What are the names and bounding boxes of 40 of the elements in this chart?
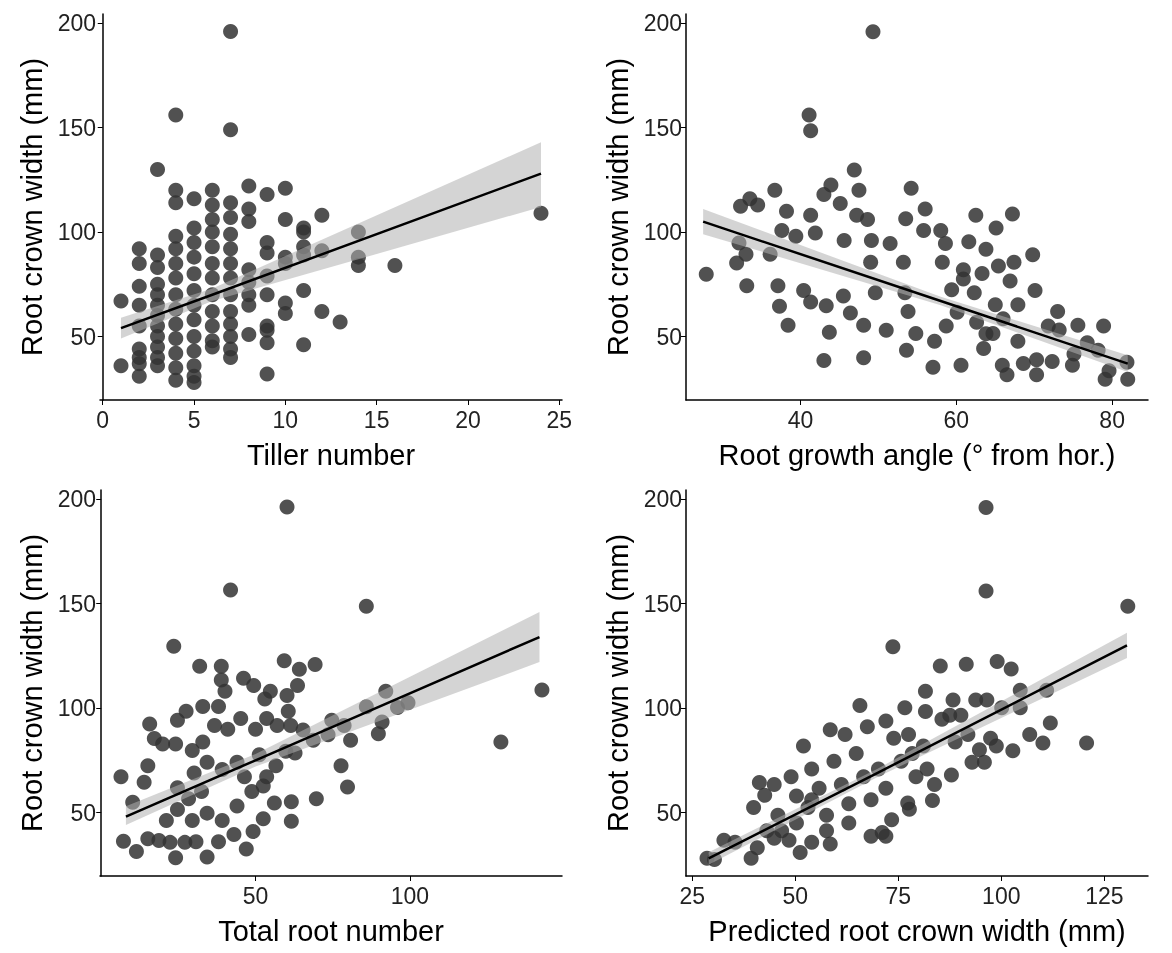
x-tick-label: 100 <box>982 882 1021 909</box>
y-axis-title: Root crown width (mm) <box>602 57 635 357</box>
x-tick-label: 75 <box>885 882 912 909</box>
y-axis-title: Root crown width (mm) <box>602 533 635 833</box>
y-tick-label: 200 <box>57 486 96 513</box>
x-axis-title: Root growth angle (° from hor.) <box>718 438 1116 471</box>
y-tick-label: 100 <box>643 695 682 722</box>
x-axis-title: Total root number <box>218 914 445 947</box>
y-tick-label: 100 <box>643 219 682 246</box>
x-axis-title: Predicted root crown width (mm) <box>708 914 1126 947</box>
x-tick-label: 50 <box>782 882 809 909</box>
y-tick-label: 200 <box>643 486 682 513</box>
y-tick-label: 100 <box>57 219 96 246</box>
x-tick-label: 80 <box>1099 406 1125 433</box>
x-tick-label: 0 <box>96 406 110 433</box>
x-tick-label: 50 <box>242 882 269 909</box>
y-tick-label: 50 <box>70 799 96 826</box>
x-tick-label: 20 <box>455 406 481 433</box>
x-tick-label: 5 <box>187 406 201 433</box>
y-axis-title: Root crown width (mm) <box>16 533 49 833</box>
x-tick-label: 125 <box>1085 882 1124 909</box>
x-tick-label: 40 <box>787 406 814 433</box>
y-tick-label: 150 <box>57 114 96 141</box>
y-tick-label: 200 <box>57 10 96 37</box>
x-tick-label: 15 <box>363 406 390 433</box>
y-tick-label: 200 <box>643 10 682 37</box>
y-tick-label: 100 <box>57 695 96 722</box>
x-tick-label: 25 <box>546 406 573 433</box>
x-tick-label: 60 <box>943 406 970 433</box>
y-tick-label: 50 <box>70 323 96 350</box>
y-tick-label: 150 <box>643 114 682 141</box>
x-tick-label: 25 <box>679 882 705 909</box>
x-tick-label: 100 <box>390 882 430 909</box>
y-tick-label: 50 <box>656 323 682 350</box>
y-tick-label: 50 <box>656 799 682 826</box>
x-axis-title: Tiller number <box>246 438 416 471</box>
x-tick-label: 10 <box>272 406 299 433</box>
y-tick-label: 150 <box>643 590 682 617</box>
y-axis-title: Root crown width (mm) <box>16 57 49 357</box>
y-tick-label: 150 <box>57 590 96 617</box>
